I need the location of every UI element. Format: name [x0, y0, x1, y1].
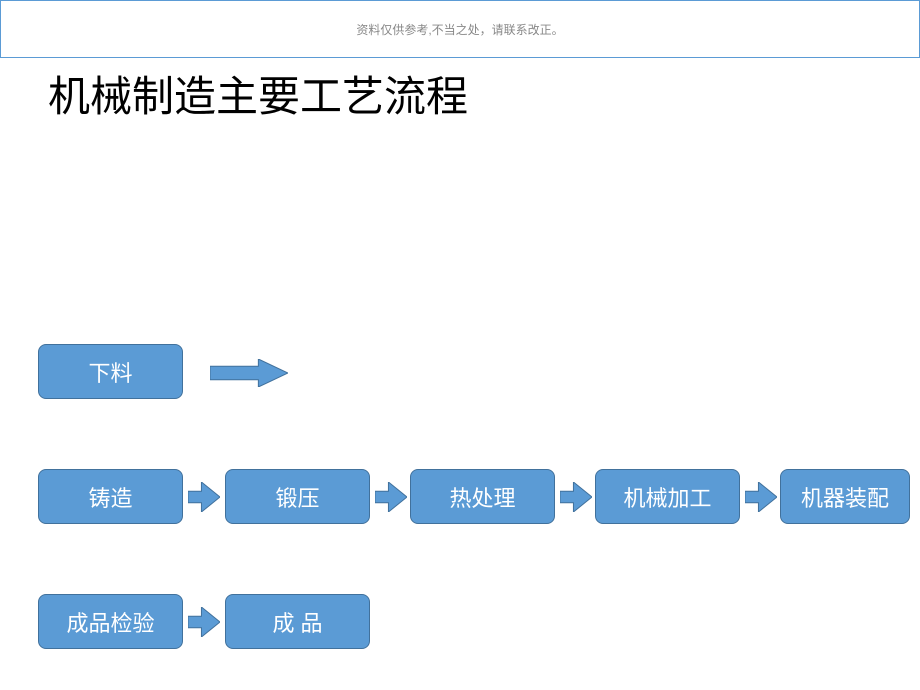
page-title: 机械制造主要工艺流程 — [48, 63, 920, 124]
flow-node-n6: 机器装配 — [780, 469, 910, 524]
flow-arrow-a4 — [560, 482, 592, 512]
flow-arrow-a5 — [745, 482, 777, 512]
flow-node-n1: 下料 — [38, 344, 183, 399]
flow-arrow-a6 — [188, 607, 220, 637]
flow-node-n5: 机械加工 — [595, 469, 740, 524]
flow-node-n8: 成 品 — [225, 594, 370, 649]
flow-node-n7: 成品检验 — [38, 594, 183, 649]
disclaimer-text: 资料仅供参考,不当之处，请联系改正。 — [356, 21, 563, 38]
flow-arrow-a3 — [375, 482, 407, 512]
flow-node-n2: 铸造 — [38, 469, 183, 524]
flow-arrow-a2 — [188, 482, 220, 512]
header-banner: 资料仅供参考,不当之处，请联系改正。 — [0, 0, 920, 58]
flow-arrow-a1 — [210, 359, 288, 387]
flow-node-n3: 锻压 — [225, 469, 370, 524]
flow-node-n4: 热处理 — [410, 469, 555, 524]
